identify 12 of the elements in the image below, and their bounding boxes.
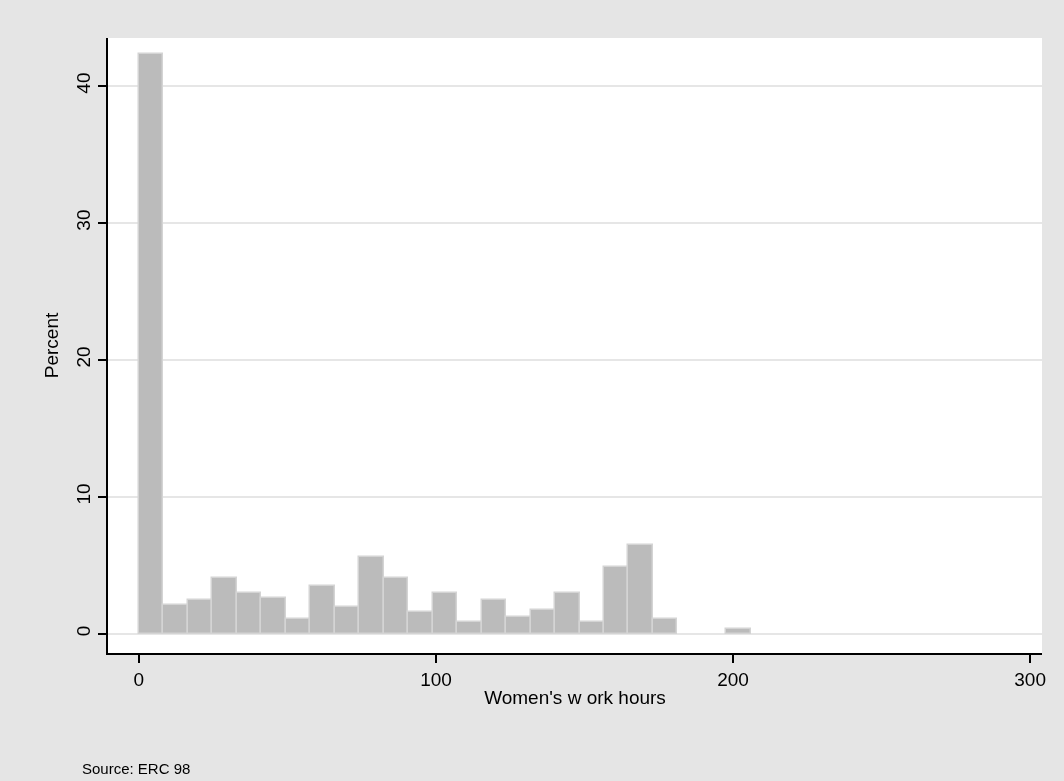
x-tick-label: 300 [1014,668,1046,690]
x-tick-label: 0 [133,668,145,690]
x-axis-title: Women's w ork hours [484,687,666,709]
y-axis-title: Percent [40,312,62,379]
y-tick-label: 40 [73,72,95,94]
source-note: Source: ERC 98 [82,760,191,777]
y-tick-label: 20 [73,346,95,368]
x-tick-label: 200 [717,668,749,690]
y-tick-label: 10 [73,483,95,505]
y-tick-label: 0 [73,625,95,637]
y-tick-label: 30 [73,209,95,231]
x-tick-label: 100 [420,668,452,690]
